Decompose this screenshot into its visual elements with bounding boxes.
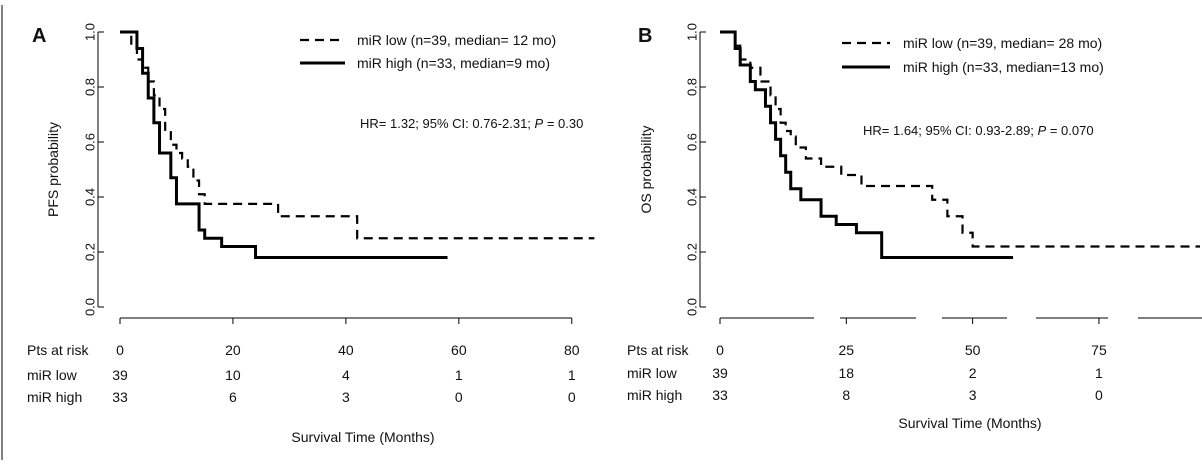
annot-suffix: = 0.30	[543, 116, 583, 131]
risk-count: 0	[568, 389, 576, 405]
risk-time-label: 50	[965, 342, 981, 358]
risk-count: 33	[112, 389, 128, 405]
risk-time-label: 40	[338, 342, 354, 358]
risk-row-label: miR high	[27, 389, 82, 405]
legend-label: miR low (n=39, median= 12 mo)	[357, 32, 556, 48]
risk-count: 39	[712, 365, 728, 381]
risk-count: 6	[229, 389, 237, 405]
risk-count: 0	[1095, 387, 1103, 403]
risk-count: 1	[568, 367, 576, 383]
legend-label: miR low (n=39, median= 28 mo)	[903, 35, 1102, 51]
hazard-ratio-annotation: HR= 1.64; 95% CI: 0.93-2.89; P = 0.070	[863, 123, 1094, 138]
annot-p-symbol: P	[1038, 123, 1047, 138]
y-tick-label: 1.0	[83, 23, 98, 41]
y-axis-label: OS probability	[638, 126, 654, 214]
panel-a: A 0.0 0.2 0.4 0.6 0.8 1.0 PFS probability miR lo…	[27, 23, 595, 445]
risk-time-label: 80	[564, 342, 580, 358]
risk-count: 8	[842, 387, 850, 403]
annot-prefix: HR= 1.32; 95% CI: 0.76-2.31;	[360, 116, 535, 131]
panel-letter: A	[32, 25, 46, 47]
risk-time-label: 0	[716, 342, 724, 358]
risk-count: 18	[839, 365, 855, 381]
y-tick-label: 0.6	[83, 133, 98, 151]
km-curve-mir-low	[120, 30, 595, 240]
risk-row-label: miR low	[27, 367, 78, 383]
y-tick-label: 0.6	[685, 133, 700, 151]
risk-time-label: 20	[225, 342, 241, 358]
panel-letter: B	[638, 25, 652, 47]
annot-suffix: = 0.070	[1046, 123, 1093, 138]
risk-count: 4	[342, 367, 350, 383]
y-tick-label: 0.4	[83, 188, 98, 206]
km-curve-mir-high	[720, 30, 1014, 259]
risk-count: 2	[969, 365, 977, 381]
y-axis-label: PFS probability	[45, 122, 61, 217]
risk-count: 1	[455, 367, 463, 383]
risk-count: 3	[969, 387, 977, 403]
y-tick-label: 0.0	[83, 298, 98, 316]
risk-time-label: 25	[839, 342, 855, 358]
risk-count: 33	[712, 387, 728, 403]
y-tick-label: 0.2	[83, 243, 98, 261]
annot-prefix: HR= 1.64; 95% CI: 0.93-2.89;	[863, 123, 1038, 138]
risk-time-label: 75	[1091, 342, 1107, 358]
km-curve-mir-low	[720, 30, 1200, 248]
risk-time-label: 0	[116, 342, 124, 358]
legend-label: miR high (n=33, median=13 mo)	[903, 59, 1104, 75]
risk-count: 3	[342, 389, 350, 405]
risk-time-label: 60	[451, 342, 467, 358]
risk-table-header: Pts at risk	[27, 342, 89, 358]
y-tick-label: 0.8	[83, 78, 98, 96]
y-tick-label: 0.8	[685, 78, 700, 96]
km-curve-mir-high	[120, 30, 448, 259]
hazard-ratio-annotation: HR= 1.32; 95% CI: 0.76-2.31; P = 0.30	[360, 116, 583, 131]
y-tick-label: 1.0	[685, 23, 700, 41]
legend-label: miR high (n=33, median=9 mo)	[357, 55, 550, 71]
y-tick-label: 0.0	[685, 298, 700, 316]
risk-row-label: miR low	[627, 365, 678, 381]
panel-b: B 0.0 0.2 0.4 0.6 0.8 1.0 OS probability miR low…	[627, 23, 1202, 431]
risk-table-header: Pts at risk	[627, 342, 689, 358]
risk-count: 10	[225, 367, 241, 383]
annot-p-symbol: P	[535, 116, 544, 131]
x-axis-label: Survival Time (Months)	[898, 415, 1041, 431]
risk-row-label: miR high	[627, 387, 682, 403]
risk-count: 0	[455, 389, 463, 405]
y-tick-label: 0.2	[685, 243, 700, 261]
risk-count: 39	[112, 367, 128, 383]
x-axis-label: Survival Time (Months)	[291, 429, 434, 445]
y-tick-label: 0.4	[685, 188, 700, 206]
risk-count: 1	[1095, 365, 1103, 381]
